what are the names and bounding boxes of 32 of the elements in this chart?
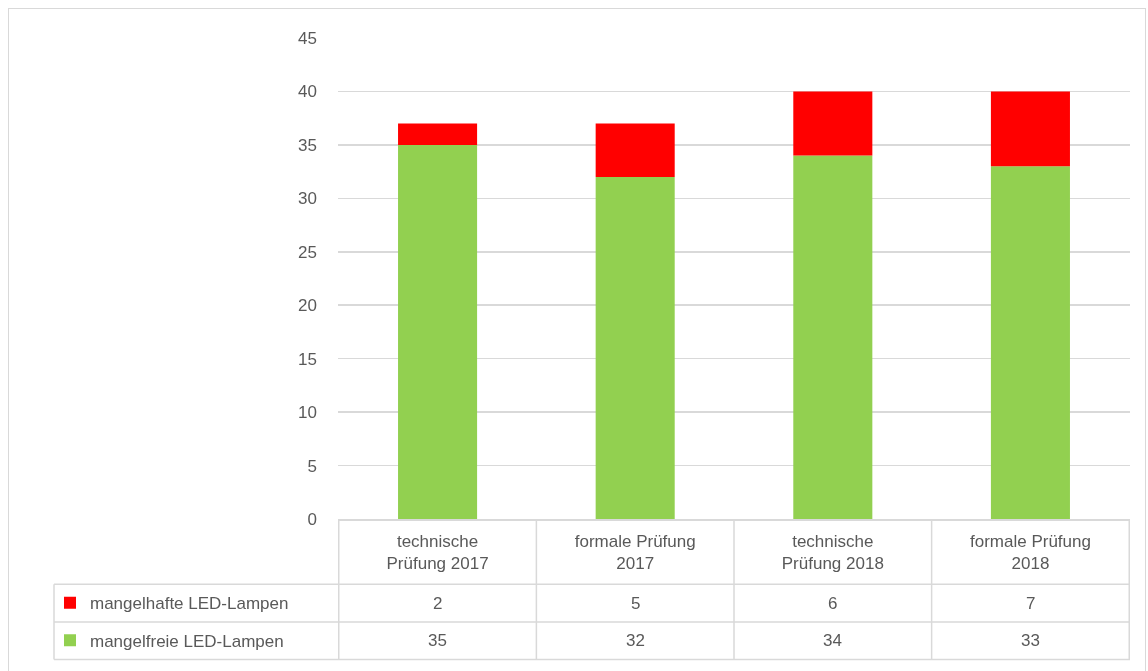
y-tick-label: 20 [298, 296, 317, 316]
x-tick-label: technische Prüfung 2017 [386, 531, 489, 573]
data-label: 32 [626, 631, 645, 650]
y-tick-label: 40 [298, 82, 317, 102]
x-tick-label: technische Prüfung 2018 [781, 531, 884, 573]
data-label: 35 [428, 631, 447, 650]
y-tick-label: 30 [298, 189, 317, 209]
y-tick-label: 10 [298, 403, 317, 423]
data-label: 34 [823, 631, 842, 650]
x-tick-label: formale Prüfung 2017 [574, 531, 696, 573]
x-tick-label: formale Prüfung 2018 [969, 531, 1091, 573]
y-tick-label: 0 [307, 509, 317, 529]
data-label: 7 [1026, 594, 1036, 613]
y-tick-label: 45 [298, 28, 317, 48]
data-label: 5 [631, 594, 641, 613]
legend-label: mangelhafte LED-Lampen [90, 594, 289, 614]
y-tick-label: 5 [307, 456, 317, 476]
bar [398, 123, 478, 145]
bar [793, 91, 873, 156]
data-label: 33 [1021, 631, 1040, 650]
bar [990, 166, 1070, 519]
y-tick-label: 15 [298, 349, 317, 369]
bar [595, 123, 675, 177]
bar [595, 176, 675, 519]
bar [990, 91, 1070, 167]
y-tick-label: 35 [298, 135, 317, 155]
y-tick-label: 25 [298, 242, 317, 262]
data-label: 2 [433, 594, 443, 613]
data-label: 6 [828, 594, 838, 613]
legend-label: mangelfreie LED-Lampen [90, 631, 284, 651]
bar [398, 144, 478, 519]
bar [793, 155, 873, 519]
